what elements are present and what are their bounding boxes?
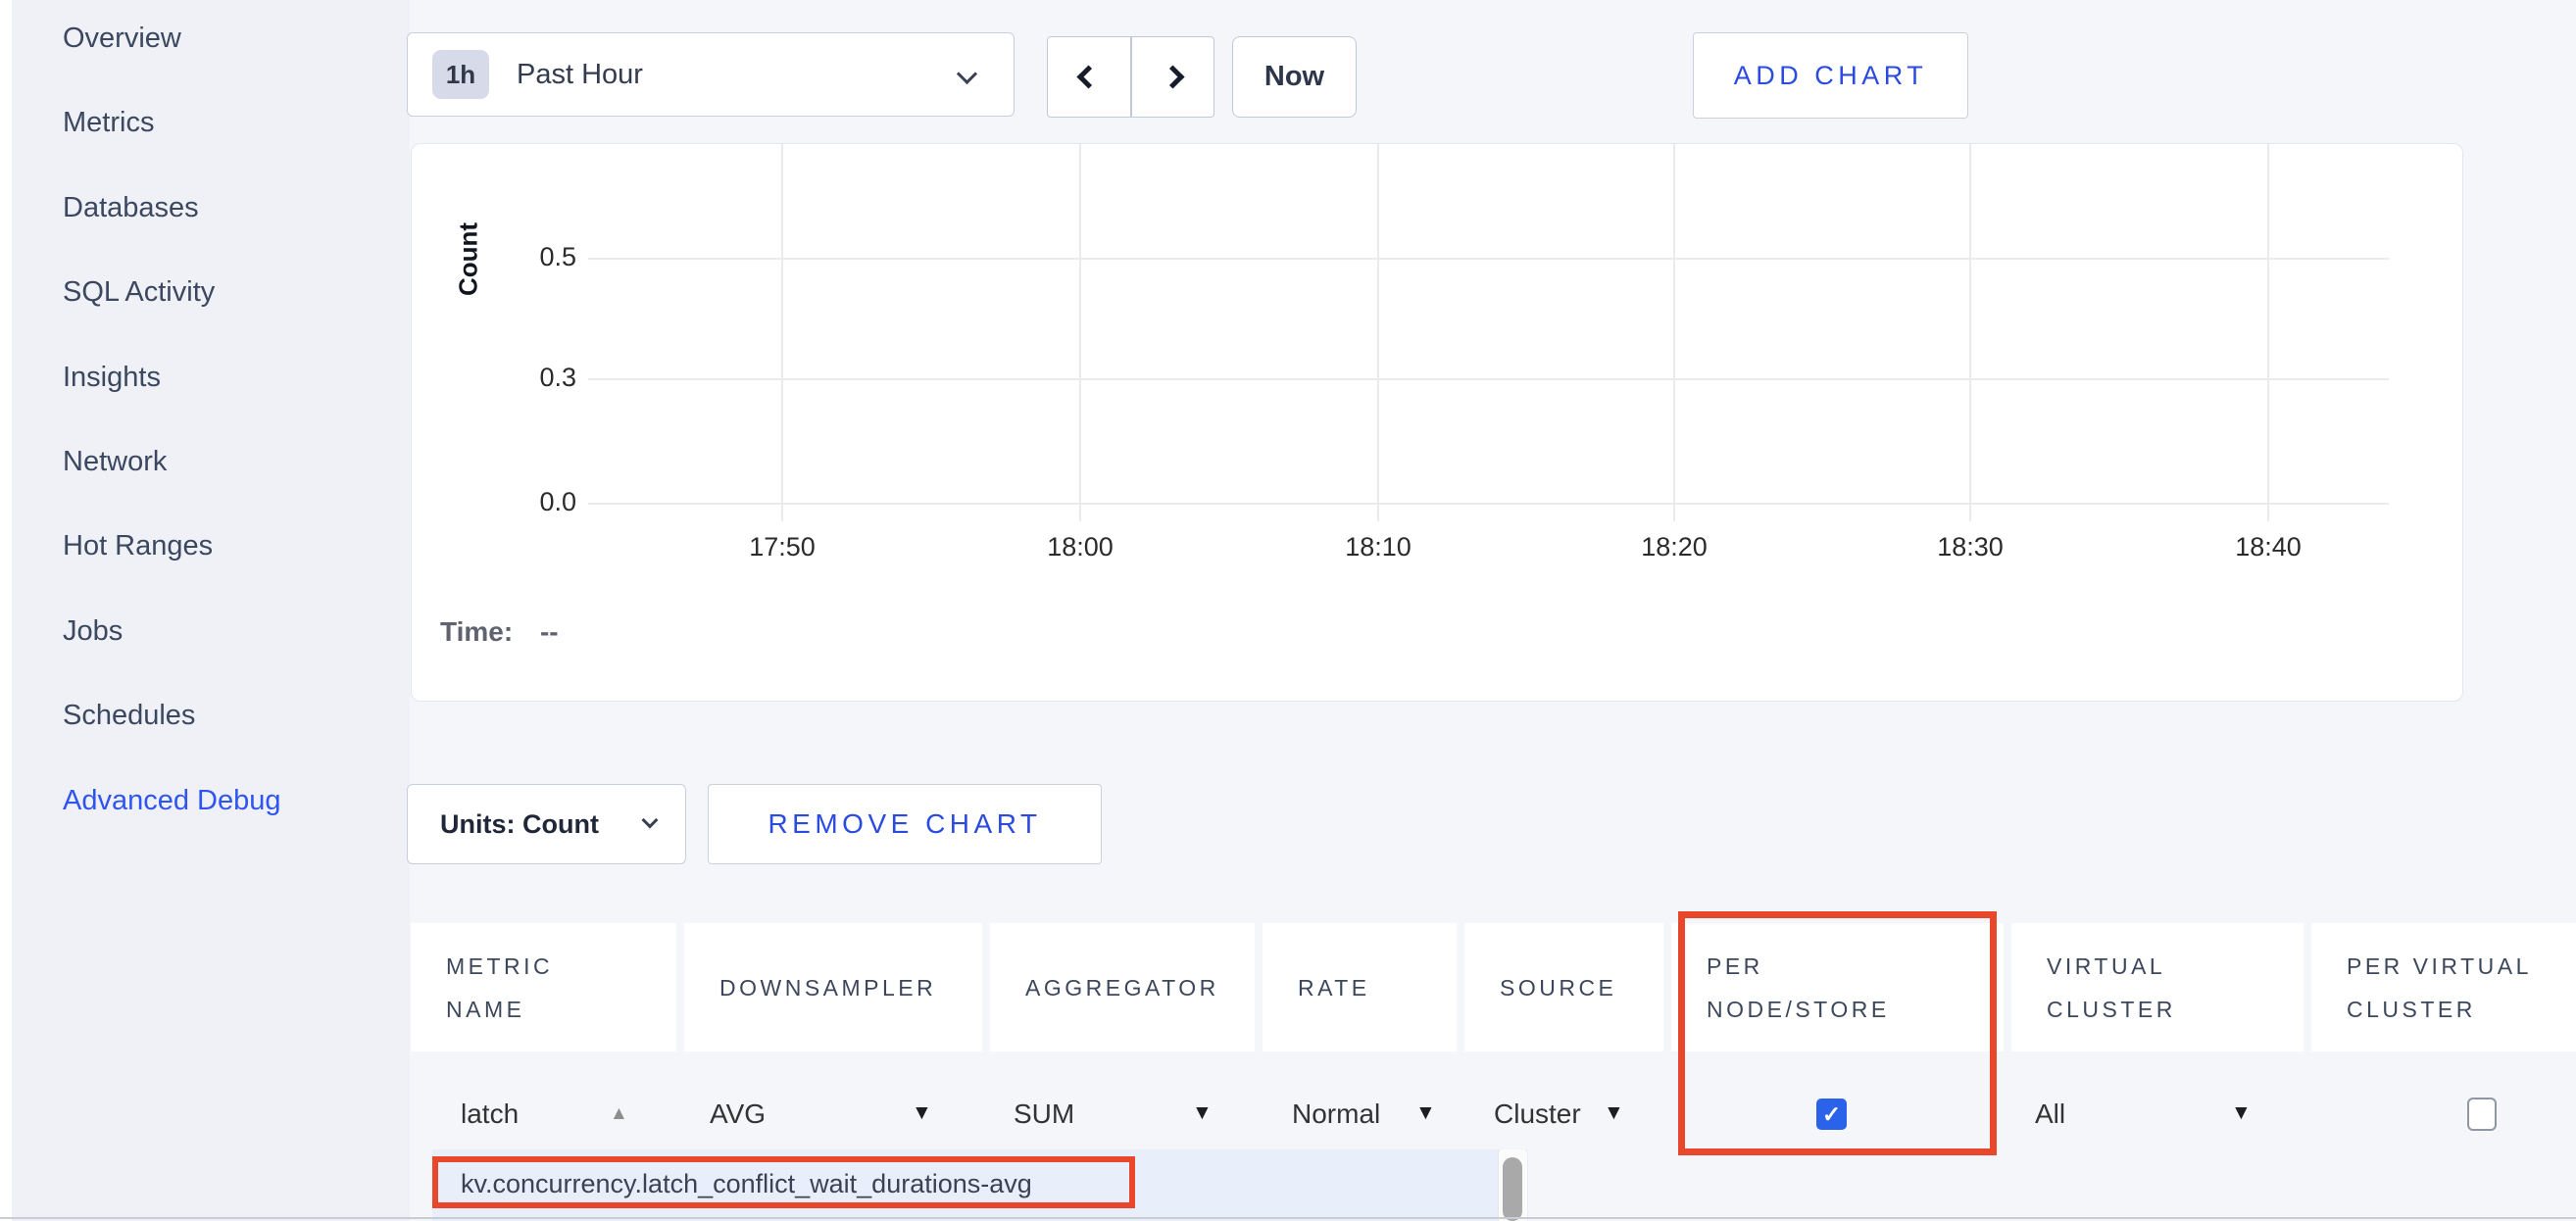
x-tick-label: 18:30 xyxy=(1937,532,2004,562)
sidebar-item-jobs[interactable]: Jobs xyxy=(63,615,124,647)
time-range-badge: 1h xyxy=(432,50,489,99)
caret-down-icon[interactable]: ▼ xyxy=(1604,1101,1624,1124)
column-header-metric-name: METRIC NAME xyxy=(411,923,676,1051)
hover-time-readout: Time: -- xyxy=(440,616,559,648)
time-readout-value: -- xyxy=(539,616,559,647)
chart-card: Count 0.5 0.3 0.0 17:50 18:00 18:10 18:2… xyxy=(411,143,2463,702)
bottom-edge-divider xyxy=(0,1217,2576,1219)
caret-down-icon[interactable]: ▼ xyxy=(1415,1101,1436,1124)
metric-suggestion-item[interactable]: kv.concurrency.latch_conflict_wait_durat… xyxy=(461,1169,1032,1198)
caret-down-icon[interactable]: ▼ xyxy=(1192,1101,1213,1124)
sidebar-item-sql-activity[interactable]: SQL Activity xyxy=(63,276,216,308)
sidebar-item-schedules[interactable]: Schedules xyxy=(63,700,196,731)
time-next-button[interactable] xyxy=(1130,36,1214,118)
column-header-virtual-cluster: VIRTUAL CLUSTER xyxy=(2011,923,2304,1051)
rate-select[interactable]: Normal xyxy=(1292,1099,1381,1129)
units-dropdown-label: Units: Count xyxy=(440,808,599,839)
aggregator-select[interactable]: SUM xyxy=(1014,1099,1075,1129)
column-header-per-virtual-cluster: PER VIRTUAL CLUSTER xyxy=(2311,923,2576,1051)
column-header-per-node-store: PER NODE/STORE xyxy=(1671,923,2004,1051)
add-chart-button[interactable]: ADD CHART xyxy=(1693,32,1968,119)
gridline-y-05 xyxy=(588,258,2389,260)
gridline-x-1750 xyxy=(781,144,783,521)
sidebar-item-overview[interactable]: Overview xyxy=(63,23,181,54)
metric-name-input[interactable]: latch xyxy=(461,1099,520,1129)
chevron-down-icon xyxy=(641,811,659,829)
x-tick-label: 17:50 xyxy=(749,532,816,562)
virtual-cluster-select[interactable]: All xyxy=(2035,1099,2066,1129)
remove-chart-button[interactable]: REMOVE CHART xyxy=(708,784,1102,864)
caret-down-icon[interactable]: ▼ xyxy=(912,1101,932,1124)
time-range-selector[interactable]: 1h Past Hour xyxy=(407,32,1015,117)
gridline-x-1800 xyxy=(1079,144,1081,521)
x-tick-label: 18:00 xyxy=(1047,532,1114,562)
gridline-y-03 xyxy=(588,378,2389,380)
y-tick-label: 0.5 xyxy=(539,242,576,271)
caret-down-icon[interactable]: ▼ xyxy=(2231,1101,2252,1124)
caret-up-icon[interactable]: ▲ xyxy=(610,1103,628,1124)
x-tick-label: 18:10 xyxy=(1345,532,1412,562)
now-button[interactable]: Now xyxy=(1232,36,1357,118)
time-shift-buttons xyxy=(1047,36,1214,118)
chevron-down-icon xyxy=(956,63,978,85)
column-header-rate: RATE xyxy=(1263,923,1457,1051)
y-tick-label: 0.3 xyxy=(539,363,576,392)
per-virtual-cluster-checkbox[interactable] xyxy=(2467,1098,2497,1131)
column-header-downsampler: DOWNSAMPLER xyxy=(684,923,982,1051)
left-margin-strip xyxy=(0,0,12,1221)
y-tick-label: 0.0 xyxy=(539,487,576,516)
sidebar-item-advanced-debug[interactable]: Advanced Debug xyxy=(63,785,281,816)
dropdown-scrollbar-thumb[interactable] xyxy=(1503,1157,1522,1221)
sidebar-item-network[interactable]: Network xyxy=(63,446,168,477)
gridline-x-1820 xyxy=(1673,144,1675,521)
time-readout-label: Time: xyxy=(440,616,514,647)
x-tick-label: 18:40 xyxy=(2235,532,2302,562)
units-dropdown[interactable]: Units: Count xyxy=(407,784,686,864)
check-icon: ✓ xyxy=(1821,1100,1842,1127)
gridline-x-1840 xyxy=(2267,144,2269,521)
gridline-y-00 xyxy=(588,503,2389,505)
sidebar-item-insights[interactable]: Insights xyxy=(63,362,161,393)
downsampler-select[interactable]: AVG xyxy=(710,1099,767,1129)
gridline-x-1830 xyxy=(1969,144,1971,521)
column-header-aggregator: AGGREGATOR xyxy=(990,923,1255,1051)
per-node-store-checkbox[interactable]: ✓ xyxy=(1816,1099,1847,1130)
column-header-source: SOURCE xyxy=(1464,923,1663,1051)
chevron-right-icon xyxy=(1161,65,1185,89)
gridline-x-1810 xyxy=(1377,144,1379,521)
time-range-label: Past Hour xyxy=(517,58,643,90)
chevron-left-icon xyxy=(1076,65,1101,89)
x-tick-label: 18:20 xyxy=(1641,532,1708,562)
sidebar-item-databases[interactable]: Databases xyxy=(63,192,199,223)
sidebar-item-hot-ranges[interactable]: Hot Ranges xyxy=(63,530,214,562)
time-prev-button[interactable] xyxy=(1047,36,1131,118)
sidebar-item-metrics[interactable]: Metrics xyxy=(63,107,155,138)
source-select[interactable]: Cluster xyxy=(1494,1099,1581,1129)
sidebar: Overview Metrics Databases SQL Activity … xyxy=(12,0,410,1221)
